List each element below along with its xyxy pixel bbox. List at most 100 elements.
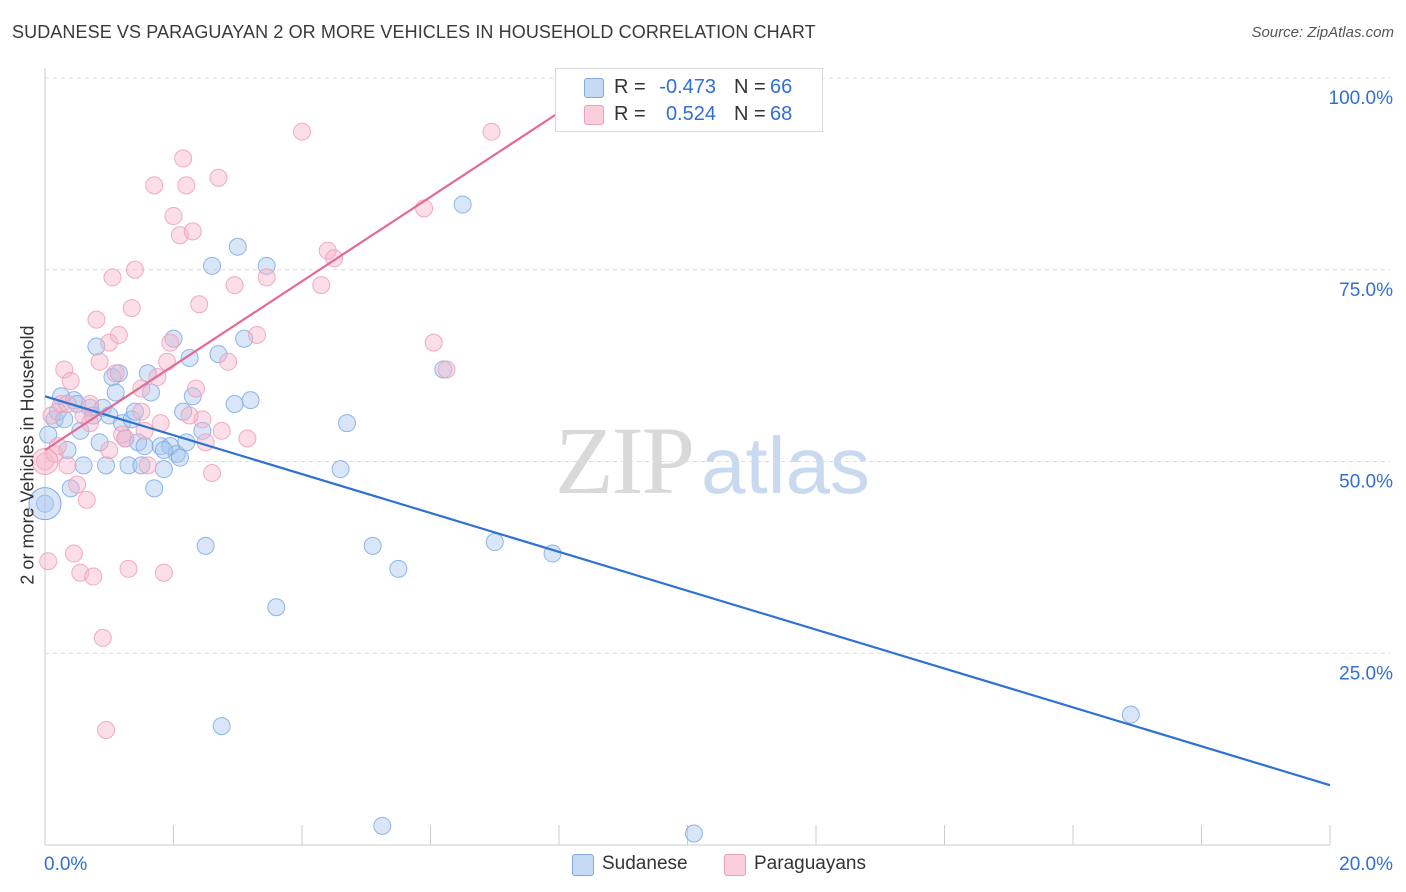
sudanese-point <box>337 414 356 433</box>
paraguayan-point <box>106 364 125 383</box>
paraguayan-points <box>31 122 501 739</box>
legend-n-label: N = <box>734 76 766 98</box>
sudanese-point <box>684 824 703 843</box>
paraguayan-point <box>209 168 228 187</box>
x-tick-label-min: 0.0% <box>44 854 87 875</box>
bottom-legend-paraguayans: Paraguayans <box>724 852 884 876</box>
paraguayan-point <box>293 122 311 141</box>
legend-n-value: 66 <box>770 76 793 98</box>
paraguayan-point <box>55 360 74 379</box>
paraguayan-point <box>164 207 183 226</box>
paraguayan-trend-line <box>44 111 560 451</box>
sudanese-points <box>28 195 1140 843</box>
sudanese-point <box>1121 705 1140 724</box>
paraguayan-point <box>119 559 138 578</box>
watermark-atlas: atlas <box>701 421 870 510</box>
sudanese-point <box>453 195 472 214</box>
paraguayan-point <box>158 352 177 371</box>
sudanese-point <box>228 237 247 256</box>
paraguayan-point <box>90 352 109 371</box>
paraguayan-point <box>203 464 222 483</box>
sudanese-point <box>74 456 93 475</box>
chart-source: Source: ZipAtlas.com <box>1251 24 1394 41</box>
sudanese-point <box>90 433 109 452</box>
paraguayan-point <box>109 325 128 344</box>
sudanese-point <box>485 533 504 552</box>
sudanese-point <box>135 437 154 456</box>
sudanese-point <box>170 448 189 467</box>
paraguayan-point <box>212 421 231 440</box>
bottom-legend-swatch-sudanese <box>572 854 594 876</box>
legend-r-label: R = <box>614 103 646 125</box>
bottom-legend-sudanese: Sudanese <box>572 852 712 876</box>
x-tick-label-max: 20.0% <box>1339 854 1393 875</box>
paraguayan-point <box>238 429 257 448</box>
legend-n-label: N = <box>734 103 766 125</box>
sudanese-point <box>363 536 382 555</box>
legend-n-value: 68 <box>770 103 793 125</box>
watermark-zip: ZIP <box>555 407 695 514</box>
stats-legend: R = -0.473 N = 66 R = 0.524 N = 68 <box>555 68 823 132</box>
paraguayan-point <box>183 222 202 241</box>
paraguayan-point <box>100 333 119 352</box>
paraguayan-point <box>100 440 119 459</box>
paraguayan-point <box>318 241 337 260</box>
paraguayan-point <box>68 475 87 494</box>
bottom-legend-swatch-paraguayans <box>724 854 746 876</box>
paraguayan-point <box>415 199 434 218</box>
sudanese-point <box>373 816 392 835</box>
watermark: ZIP atlas <box>555 405 870 516</box>
sudanese-trend-line <box>44 395 1331 787</box>
sudanese-point <box>71 421 90 440</box>
paraguayan-point <box>161 333 180 352</box>
paraguayan-point <box>482 122 501 141</box>
paraguayan-point <box>103 268 122 287</box>
sudanese-point <box>389 559 408 578</box>
paraguayan-point <box>180 406 199 425</box>
sudanese-point <box>225 394 244 413</box>
trend-lines <box>44 111 1331 787</box>
sudanese-point <box>125 402 144 421</box>
chart-title: SUDANESE VS PARAGUAYAN 2 OR MORE VEHICLE… <box>12 22 816 42</box>
paraguayan-point <box>58 456 77 475</box>
paraguayan-point <box>190 295 209 314</box>
paraguayan-point <box>122 299 141 318</box>
paraguayan-point <box>64 544 83 563</box>
paraguayan-point <box>424 333 443 352</box>
paraguayan-point <box>132 402 151 421</box>
paraguayan-point <box>116 429 135 448</box>
paraguayan-point <box>225 276 244 295</box>
bottom-legend-label-paraguayans: Paraguayans <box>754 853 866 874</box>
y-tick-label: 75.0% <box>1339 280 1393 301</box>
paraguayan-point <box>312 276 331 295</box>
legend-swatch-sudanese <box>584 78 604 98</box>
paraguayan-point <box>186 379 205 398</box>
paraguayan-point <box>87 310 106 329</box>
sudanese-point <box>36 494 54 513</box>
paraguayan-point <box>84 567 103 586</box>
paraguayan-point <box>135 421 154 440</box>
legend-r-label: R = <box>614 76 646 98</box>
sudanese-point <box>154 460 173 479</box>
y-tick-label: 100.0% <box>1329 88 1394 109</box>
paraguayan-cluster-point <box>31 448 59 475</box>
sudanese-point <box>267 598 286 617</box>
paraguayan-point <box>97 720 116 739</box>
legend-r-value: -0.473 <box>659 76 716 98</box>
paraguayan-point <box>93 628 112 647</box>
sudanese-point <box>106 383 125 402</box>
paraguayan-point <box>125 260 144 279</box>
sudanese-point <box>331 460 350 479</box>
paraguayan-point <box>177 176 196 195</box>
sudanese-point <box>145 479 164 498</box>
legend-r-value: 0.524 <box>665 103 716 125</box>
sudanese-cluster-point <box>28 487 62 521</box>
paraguayan-point <box>42 406 61 425</box>
sudanese-point <box>142 383 161 402</box>
y-axis-label: 2 or more Vehicles in Household <box>17 325 38 585</box>
y-tick-label: 50.0% <box>1339 472 1393 493</box>
sudanese-point <box>203 256 222 275</box>
y-tick-label: 25.0% <box>1339 663 1393 684</box>
paraguayan-point <box>154 563 173 582</box>
